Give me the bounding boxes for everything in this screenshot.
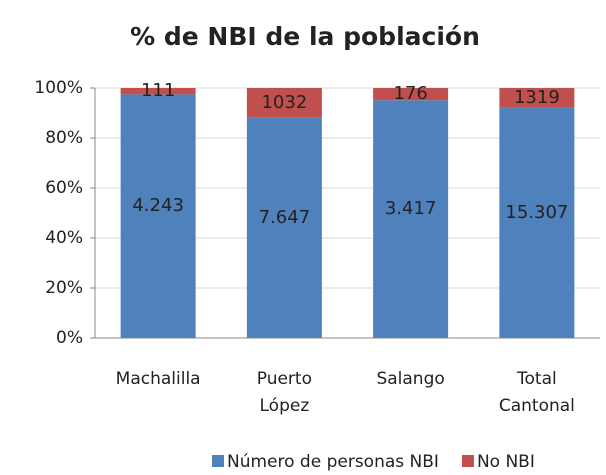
y-tick-label: 40% xyxy=(45,228,83,248)
bar-segment xyxy=(373,88,449,101)
legend-swatch xyxy=(461,455,474,467)
legend-label: No NBI xyxy=(477,452,535,472)
data-label: 1319 xyxy=(514,87,560,108)
bar-segment xyxy=(246,88,322,118)
bar-segment xyxy=(246,117,322,338)
legend-swatch xyxy=(212,455,224,467)
chart-title: % de NBI de la población xyxy=(130,22,480,51)
y-tick-label: 100% xyxy=(34,78,83,98)
y-tick-label: 0% xyxy=(56,328,83,348)
legend-label: Número de personas NBI xyxy=(227,452,439,472)
data-label: 3.417 xyxy=(385,198,437,219)
data-label: 4.243 xyxy=(132,195,184,216)
y-tick-label: 20% xyxy=(45,278,83,298)
bar-segment xyxy=(373,100,449,338)
data-label: 7.647 xyxy=(259,207,311,228)
y-tick-label: 80% xyxy=(45,128,83,148)
bar-segment xyxy=(499,88,575,108)
data-label: 176 xyxy=(393,83,427,104)
data-label: 111 xyxy=(141,80,175,101)
x-tick-label: Salango xyxy=(376,369,445,389)
bar-segment xyxy=(499,107,575,338)
x-tick-label: Puerto López xyxy=(256,369,312,416)
data-label: 1032 xyxy=(261,92,307,113)
y-tick-label: 60% xyxy=(45,178,83,198)
bar-segment xyxy=(120,94,196,339)
x-tick-label: Total Cantonal xyxy=(498,369,575,416)
bar-segment xyxy=(120,88,196,95)
data-label: 15.307 xyxy=(505,202,568,223)
x-tick-label: Machalilla xyxy=(115,369,201,389)
